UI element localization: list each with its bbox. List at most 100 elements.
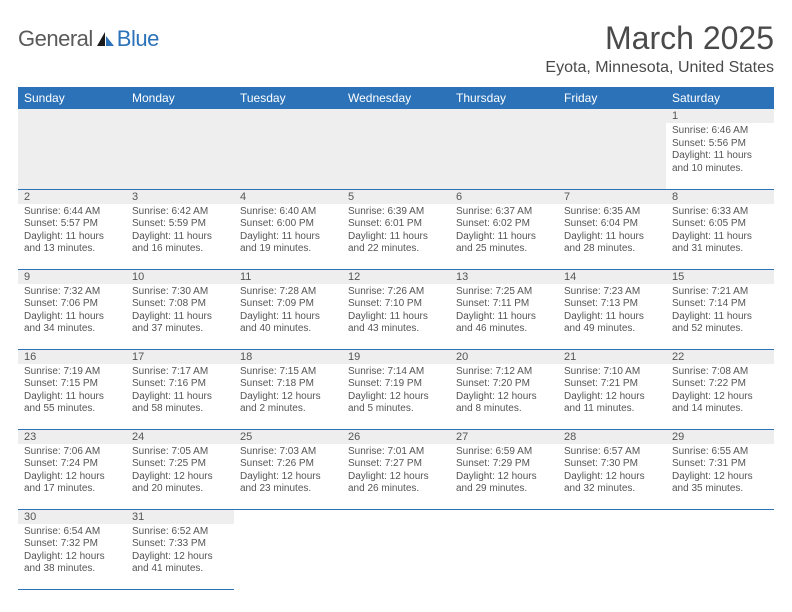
daylight-text: Daylight: 11 hours and 31 minutes. [672,231,768,256]
calendar-cell [342,109,450,189]
calendar-cell [234,509,342,589]
calendar-row: 16 Sunrise: 7:19 AMSunset: 7:15 PM Dayligh… [18,349,774,429]
daylight-text: Daylight: 11 hours and 37 minutes. [132,311,228,336]
day-details: Sunrise: 7:14 AMSunset: 7:19 PMDaylight:… [342,364,450,420]
day-details: Sunrise: 6:42 AMSunset: 5:59 PMDaylight:… [126,204,234,260]
sunrise-text: Sunrise: 7:10 AM [564,366,660,379]
sunset-text: Sunset: 7:10 PM [348,298,444,311]
calendar-cell: 21Sunrise: 7:10 AMSunset: 7:21 PMDayligh… [558,349,666,429]
sunset-text: Sunset: 7:22 PM [672,378,768,391]
day-details: Sunrise: 6:39 AMSunset: 6:01 PMDaylight:… [342,204,450,260]
calendar-cell [558,509,666,589]
calendar-cell: 17Sunrise: 7:17 AMSunset: 7:16 PMDayligh… [126,349,234,429]
day-number: 4 [234,190,342,204]
calendar-cell: 26Sunrise: 7:01 AMSunset: 7:27 PMDayligh… [342,429,450,509]
day-number: 27 [450,430,558,444]
sunrise-text: Sunrise: 6:35 AM [564,206,660,219]
page-title: March 2025 [545,20,774,57]
sunset-text: Sunset: 7:29 PM [456,458,552,471]
day-details: Sunrise: 6:59 AMSunset: 7:29 PMDaylight:… [450,444,558,500]
daylight-text: Daylight: 12 hours and 8 minutes. [456,391,552,416]
sunset-text: Sunset: 6:01 PM [348,218,444,231]
day-header: Tuesday [234,87,342,109]
sunset-text: Sunset: 6:00 PM [240,218,336,231]
day-number: 18 [234,350,342,364]
daylight-text: Daylight: 12 hours and 41 minutes. [132,551,228,576]
calendar-cell: 4Sunrise: 6:40 AMSunset: 6:00 PMDaylight… [234,189,342,269]
day-details: Sunrise: 7:21 AMSunset: 7:14 PMDaylight:… [666,284,774,340]
sunset-text: Sunset: 7:15 PM [24,378,120,391]
day-number: 1 [666,109,774,123]
day-details: Sunrise: 7:32 AMSunset: 7:06 PMDaylight:… [18,284,126,340]
calendar-cell: 28Sunrise: 6:57 AMSunset: 7:30 PMDayligh… [558,429,666,509]
day-number: 24 [126,430,234,444]
calendar-cell: 19Sunrise: 7:14 AMSunset: 7:19 PMDayligh… [342,349,450,429]
day-details: Sunrise: 6:44 AMSunset: 5:57 PMDaylight:… [18,204,126,260]
daylight-text: Daylight: 11 hours and 28 minutes. [564,231,660,256]
day-number: 7 [558,190,666,204]
sunset-text: Sunset: 6:02 PM [456,218,552,231]
calendar-cell: 16Sunrise: 7:19 AMSunset: 7:15 PMDayligh… [18,349,126,429]
calendar-cell [126,109,234,189]
day-number: 28 [558,430,666,444]
sunset-text: Sunset: 7:16 PM [132,378,228,391]
calendar-cell: 22Sunrise: 7:08 AMSunset: 7:22 PMDayligh… [666,349,774,429]
day-number: 2 [18,190,126,204]
sunrise-text: Sunrise: 7:28 AM [240,286,336,299]
calendar-cell: 10Sunrise: 7:30 AMSunset: 7:08 PMDayligh… [126,269,234,349]
sunset-text: Sunset: 6:04 PM [564,218,660,231]
daylight-text: Daylight: 11 hours and 40 minutes. [240,311,336,336]
day-number: 15 [666,270,774,284]
sunset-text: Sunset: 7:11 PM [456,298,552,311]
calendar-cell: 30Sunrise: 6:54 AMSunset: 7:32 PMDayligh… [18,509,126,589]
sunset-text: Sunset: 7:19 PM [348,378,444,391]
sunset-text: Sunset: 7:33 PM [132,538,228,551]
sunrise-text: Sunrise: 6:57 AM [564,446,660,459]
day-number: 25 [234,430,342,444]
day-header: Wednesday [342,87,450,109]
daylight-text: Daylight: 12 hours and 20 minutes. [132,471,228,496]
sunrise-text: Sunrise: 7:19 AM [24,366,120,379]
calendar-cell: 29Sunrise: 6:55 AMSunset: 7:31 PMDayligh… [666,429,774,509]
day-number: 10 [126,270,234,284]
daylight-text: Daylight: 11 hours and 16 minutes. [132,231,228,256]
daylight-text: Daylight: 12 hours and 14 minutes. [672,391,768,416]
daylight-text: Daylight: 11 hours and 10 minutes. [672,150,768,175]
calendar-cell: 2Sunrise: 6:44 AMSunset: 5:57 PMDaylight… [18,189,126,269]
sunrise-text: Sunrise: 7:01 AM [348,446,444,459]
calendar-cell: 31Sunrise: 6:52 AMSunset: 7:33 PMDayligh… [126,509,234,589]
sunset-text: Sunset: 7:27 PM [348,458,444,471]
sunrise-text: Sunrise: 7:32 AM [24,286,120,299]
day-details: Sunrise: 7:08 AMSunset: 7:22 PMDaylight:… [666,364,774,420]
calendar-row: 1Sunrise: 6:46 AMSunset: 5:56 PMDaylight… [18,109,774,189]
day-number: 11 [234,270,342,284]
calendar-cell: 3Sunrise: 6:42 AMSunset: 5:59 PMDaylight… [126,189,234,269]
day-number: 14 [558,270,666,284]
sunrise-text: Sunrise: 7:30 AM [132,286,228,299]
day-header: Monday [126,87,234,109]
calendar-table: SundayMondayTuesdayWednesdayThursdayFrid… [18,87,774,590]
day-number: 13 [450,270,558,284]
day-number: 20 [450,350,558,364]
day-details: Sunrise: 6:57 AMSunset: 7:30 PMDaylight:… [558,444,666,500]
day-number: 16 [18,350,126,364]
sunrise-text: Sunrise: 7:12 AM [456,366,552,379]
sunrise-text: Sunrise: 7:15 AM [240,366,336,379]
calendar-cell: 11Sunrise: 7:28 AMSunset: 7:09 PMDayligh… [234,269,342,349]
day-details: Sunrise: 6:55 AMSunset: 7:31 PMDaylight:… [666,444,774,500]
day-number: 23 [18,430,126,444]
calendar-cell: 7 Sunrise: 6:35 AMSunset: 6:04 PMDaylight… [558,189,666,269]
location: Eyota, Minnesota, United States [545,59,774,77]
day-details: Sunrise: 6:40 AMSunset: 6:00 PMDaylight:… [234,204,342,260]
sunrise-text: Sunrise: 6:42 AM [132,206,228,219]
day-number: 26 [342,430,450,444]
day-details: Sunrise: 6:52 AMSunset: 7:33 PMDaylight:… [126,524,234,580]
day-number: 6 [450,190,558,204]
day-details: Sunrise: 7:12 AMSunset: 7:20 PMDaylight:… [450,364,558,420]
day-details: Sunrise: 7:23 AMSunset: 7:13 PMDaylight:… [558,284,666,340]
sunset-text: Sunset: 5:57 PM [24,218,120,231]
calendar-row: 2Sunrise: 6:44 AMSunset: 5:57 PMDaylight… [18,189,774,269]
sunrise-text: Sunrise: 6:52 AM [132,526,228,539]
daylight-text: Daylight: 11 hours and 25 minutes. [456,231,552,256]
calendar-cell [18,109,126,189]
